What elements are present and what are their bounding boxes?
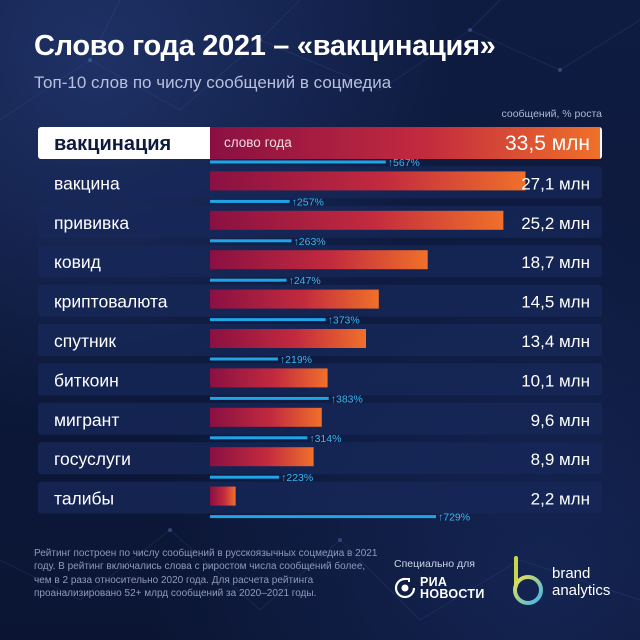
value-bar	[210, 127, 600, 159]
value-label: 25,2 млн	[521, 214, 590, 233]
category-label: ковид	[54, 252, 101, 272]
row-background	[38, 481, 602, 514]
ria-logo-line2: НОВОСТИ	[420, 587, 485, 601]
growth-line	[210, 199, 290, 203]
value-label: 33,5 млн	[505, 132, 590, 155]
value-label: 10,1 млн	[521, 371, 590, 390]
value-label: 13,4 млн	[521, 332, 590, 351]
ria-novosti-logo: РИА НОВОСТИ	[394, 576, 485, 600]
growth-label: ↑247%	[289, 275, 321, 287]
row-background	[38, 442, 602, 475]
value-label: 2,2 млн	[531, 490, 590, 509]
word-of-year-label: слово года	[224, 135, 292, 150]
growth-line	[210, 239, 292, 243]
category-label: биткоин	[54, 370, 119, 390]
growth-line	[210, 318, 326, 322]
value-bar	[210, 329, 366, 348]
chart-title: Слово года 2021 – «вакцинация»	[34, 30, 496, 62]
brand-analytics-logo: brand analytics	[508, 556, 610, 608]
category-label: госуслуги	[54, 449, 131, 469]
unit-note: сообщений, % роста	[501, 108, 603, 120]
brand-analytics-icon	[513, 556, 543, 605]
value-label: 27,1 млн	[521, 174, 590, 193]
value-label: 14,5 млн	[521, 293, 590, 312]
methodology-footnote: Рейтинг построен по числу сообщений в ру…	[34, 548, 378, 599]
ria-novosti-icon	[394, 577, 416, 599]
ria-logo-line1: РИА	[420, 575, 448, 589]
ba-logo-line1: brand	[552, 565, 591, 582]
growth-label: ↑729%	[438, 512, 470, 524]
growth-label: ↑567%	[388, 157, 420, 169]
growth-label: ↑373%	[328, 315, 360, 327]
growth-line	[210, 396, 329, 400]
value-bar	[210, 368, 328, 388]
value-bar	[210, 447, 314, 467]
value-bar	[210, 171, 526, 191]
growth-line	[210, 515, 436, 519]
value-bar	[210, 486, 236, 506]
value-bar	[210, 250, 428, 270]
value-label: 9,6 млн	[531, 411, 590, 430]
category-label: талибы	[54, 489, 114, 509]
category-label: криптовалюта	[54, 292, 168, 312]
category-label: вакцина	[54, 173, 120, 193]
growth-line	[210, 278, 287, 282]
value-bar	[210, 407, 322, 427]
value-bar	[210, 210, 504, 230]
growth-line	[210, 160, 386, 164]
category-label: прививка	[54, 213, 129, 233]
growth-line	[210, 357, 278, 361]
growth-label: ↑223%	[281, 472, 313, 484]
growth-label: ↑263%	[294, 236, 326, 248]
ba-logo-line2: analytics	[552, 582, 611, 599]
partner-label: Специально для	[394, 558, 475, 570]
category-label: мигрант	[54, 410, 119, 430]
growth-label: ↑383%	[331, 393, 363, 405]
growth-line	[210, 475, 280, 479]
category-label: спутник	[54, 331, 116, 351]
category-label: вакцинация	[54, 133, 171, 155]
chart-subtitle: Топ-10 слов по числу сообщений в соцмеди…	[34, 73, 392, 92]
growth-label: ↑314%	[309, 433, 341, 445]
value-label: 18,7 млн	[521, 253, 590, 272]
growth-label: ↑219%	[280, 354, 312, 366]
growth-line	[210, 436, 308, 440]
growth-label: ↑257%	[292, 196, 324, 208]
value-bar	[210, 289, 379, 309]
value-label: 8,9 млн	[531, 450, 590, 469]
